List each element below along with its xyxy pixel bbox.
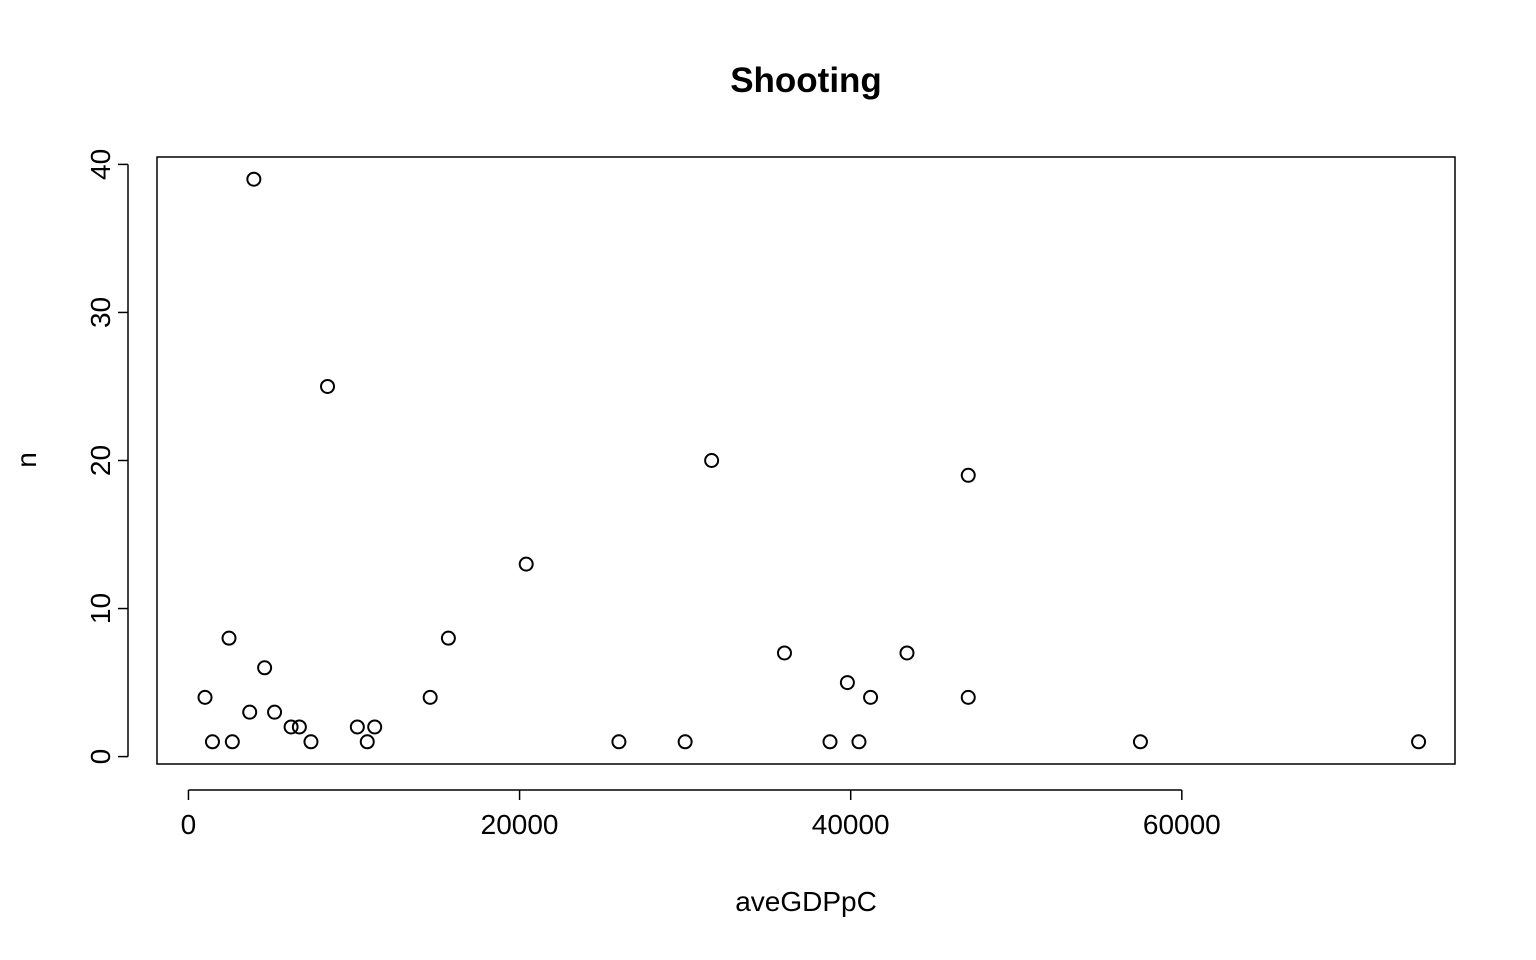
data-point	[839, 675, 855, 691]
data-point	[1411, 734, 1427, 750]
data-points	[197, 171, 1427, 750]
data-point	[776, 645, 792, 661]
data-point	[863, 689, 879, 705]
data-point	[367, 719, 383, 735]
data-point	[246, 171, 262, 187]
data-point	[851, 734, 867, 750]
y-tick-label: 40	[85, 149, 116, 180]
data-point	[422, 689, 438, 705]
data-point	[204, 734, 220, 750]
data-point	[960, 689, 976, 705]
data-point	[224, 734, 240, 750]
data-point	[303, 734, 319, 750]
y-tick-label: 20	[85, 445, 116, 476]
data-point	[960, 467, 976, 483]
data-point	[242, 704, 258, 720]
y-axis: 0 10 20 30 40	[85, 149, 129, 765]
data-point	[221, 630, 237, 646]
data-point	[267, 704, 283, 720]
y-tick-label: 30	[85, 297, 116, 328]
data-point	[197, 689, 213, 705]
data-point	[320, 378, 336, 394]
plot-frame	[156, 156, 1456, 765]
x-tick-label: 20000	[481, 809, 559, 840]
data-point	[677, 734, 693, 750]
y-tick-label: 0	[85, 749, 116, 765]
data-point	[518, 556, 534, 572]
x-axis-label: aveGDPpC	[735, 886, 877, 917]
x-tick-label: 60000	[1143, 809, 1221, 840]
data-point	[1132, 734, 1148, 750]
y-tick-label: 10	[85, 593, 116, 624]
data-point	[704, 453, 720, 468]
data-point	[283, 719, 299, 735]
data-point	[257, 660, 273, 676]
data-point	[440, 630, 456, 646]
chart-title: Shooting	[730, 61, 882, 100]
data-point	[349, 719, 365, 735]
x-tick-label: 0	[181, 809, 197, 840]
x-tick-label: 40000	[812, 809, 890, 840]
data-point	[822, 734, 838, 750]
data-point	[611, 734, 627, 750]
data-point	[899, 645, 915, 661]
x-axis: 0 20000 40000 60000	[181, 789, 1221, 840]
data-point	[291, 719, 307, 735]
data-point	[359, 734, 375, 750]
y-axis-label: n	[11, 452, 42, 468]
